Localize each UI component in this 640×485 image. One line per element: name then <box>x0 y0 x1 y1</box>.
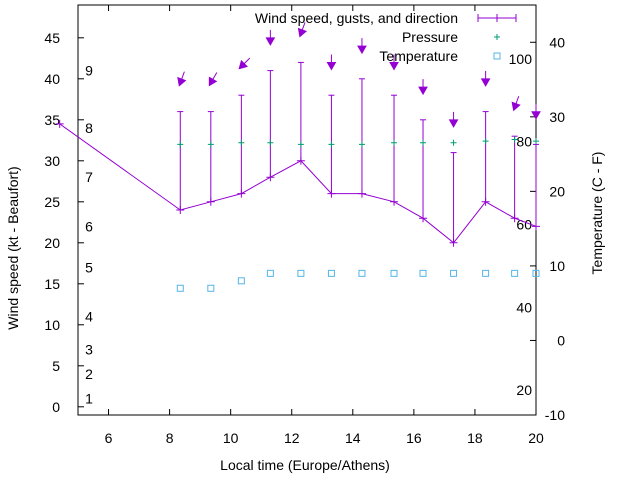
wind-speed-line <box>59 123 537 244</box>
y2-axis-label: Temperature (C - F) <box>589 152 605 275</box>
y-tick-label: 35 <box>44 112 60 128</box>
pressure-point <box>328 141 335 148</box>
y2-tick-label: 10 <box>549 258 565 274</box>
wind-direction-arrow <box>511 96 521 112</box>
y-tick-label: 5 <box>52 358 60 374</box>
temperature-point <box>532 269 540 277</box>
wind-direction-arrow <box>480 70 491 87</box>
wind-direction-arrow <box>389 54 399 71</box>
beaufort-label: 4 <box>85 309 93 325</box>
pressure-point <box>207 141 214 148</box>
x-tick-label: 12 <box>284 430 300 446</box>
pressure-point <box>177 141 184 148</box>
y-tick-label: 40 <box>44 71 60 87</box>
temperature-point <box>358 269 366 277</box>
wind-direction-arrow <box>418 79 428 96</box>
wind-direction-arrow <box>531 103 541 120</box>
wind-direction-arrow <box>297 22 308 38</box>
x-tick-label: 20 <box>528 430 544 446</box>
temperature-point <box>207 284 215 292</box>
x-tick-label: 10 <box>223 430 239 446</box>
beaufort-label: 3 <box>85 341 93 357</box>
beaufort-label: 9 <box>85 63 93 79</box>
y-tick-label: 20 <box>44 235 60 251</box>
y-tick-label: 10 <box>44 317 60 333</box>
legend-sample-wind-point <box>493 14 501 22</box>
wind-direction-arrow <box>265 29 276 46</box>
wind-direction-arrow <box>238 57 251 70</box>
temperature-point <box>327 269 335 277</box>
plot-border <box>77 4 537 416</box>
fahrenheit-label: 80 <box>516 134 532 150</box>
y2-tick-label: 0 <box>557 332 565 348</box>
wind-direction-arrow <box>357 38 367 55</box>
wind-speed-point <box>55 119 64 128</box>
y2-tick-label: 40 <box>549 34 565 50</box>
x-tick-label: 6 <box>105 430 113 446</box>
y-tick-label: 30 <box>44 153 60 169</box>
legend-sample-pressure <box>494 34 500 40</box>
temperature-point <box>511 269 519 277</box>
x-tick-label: 14 <box>345 430 361 446</box>
x-tick-label: 18 <box>467 430 483 446</box>
x-axis-label: Local time (Europe/Athens) <box>220 457 390 473</box>
legend-label: Pressure <box>402 29 458 45</box>
pressure-point <box>297 141 304 148</box>
beaufort-label: 2 <box>85 366 93 382</box>
y2-tick-label: 30 <box>549 109 565 125</box>
temperature-point <box>450 269 458 277</box>
beaufort-label: 5 <box>85 259 93 275</box>
x-tick-label: 8 <box>166 430 174 446</box>
temperature-point <box>419 269 427 277</box>
pressure-point <box>450 139 457 146</box>
pressure-point <box>238 139 245 146</box>
fahrenheit-label: 100 <box>509 51 533 67</box>
legend-label: Temperature <box>379 48 458 64</box>
legend-label: Wind speed, gusts, and direction <box>255 10 458 26</box>
wind-direction-arrow <box>177 71 187 87</box>
y-axis-label: Wind speed (kt - Beaufort) <box>5 166 21 329</box>
fahrenheit-label: 40 <box>516 299 532 315</box>
fahrenheit-label: 20 <box>516 382 532 398</box>
wind-direction-arrow <box>326 54 337 71</box>
legend-sample-temperature <box>493 52 501 60</box>
y-tick-label: 25 <box>44 194 60 210</box>
y-tick-label: 0 <box>52 399 60 415</box>
temperature-point <box>482 269 490 277</box>
temperature-point <box>237 277 245 285</box>
temperature-point <box>266 269 274 277</box>
wind-direction-arrow <box>208 72 218 87</box>
temperature-point <box>176 284 184 292</box>
beaufort-label: 7 <box>85 169 93 185</box>
x-tick-label: 16 <box>406 430 422 446</box>
wind-direction-arrow <box>448 111 459 128</box>
beaufort-label: 1 <box>85 391 93 407</box>
y2-tick-label: 20 <box>549 183 565 199</box>
pressure-point <box>391 139 398 146</box>
y-tick-label: 15 <box>44 276 60 292</box>
pressure-point <box>511 136 518 143</box>
temperature-point <box>390 269 398 277</box>
beaufort-label: 8 <box>85 120 93 136</box>
pressure-point <box>482 138 489 145</box>
pressure-point <box>420 139 427 146</box>
pressure-point <box>358 141 365 148</box>
y2-tick-label: -10 <box>545 407 565 423</box>
temperature-point <box>297 269 305 277</box>
pressure-point <box>267 139 274 146</box>
y-tick-label: 45 <box>44 30 60 46</box>
pressure-point <box>533 138 539 145</box>
beaufort-label: 6 <box>85 218 93 234</box>
